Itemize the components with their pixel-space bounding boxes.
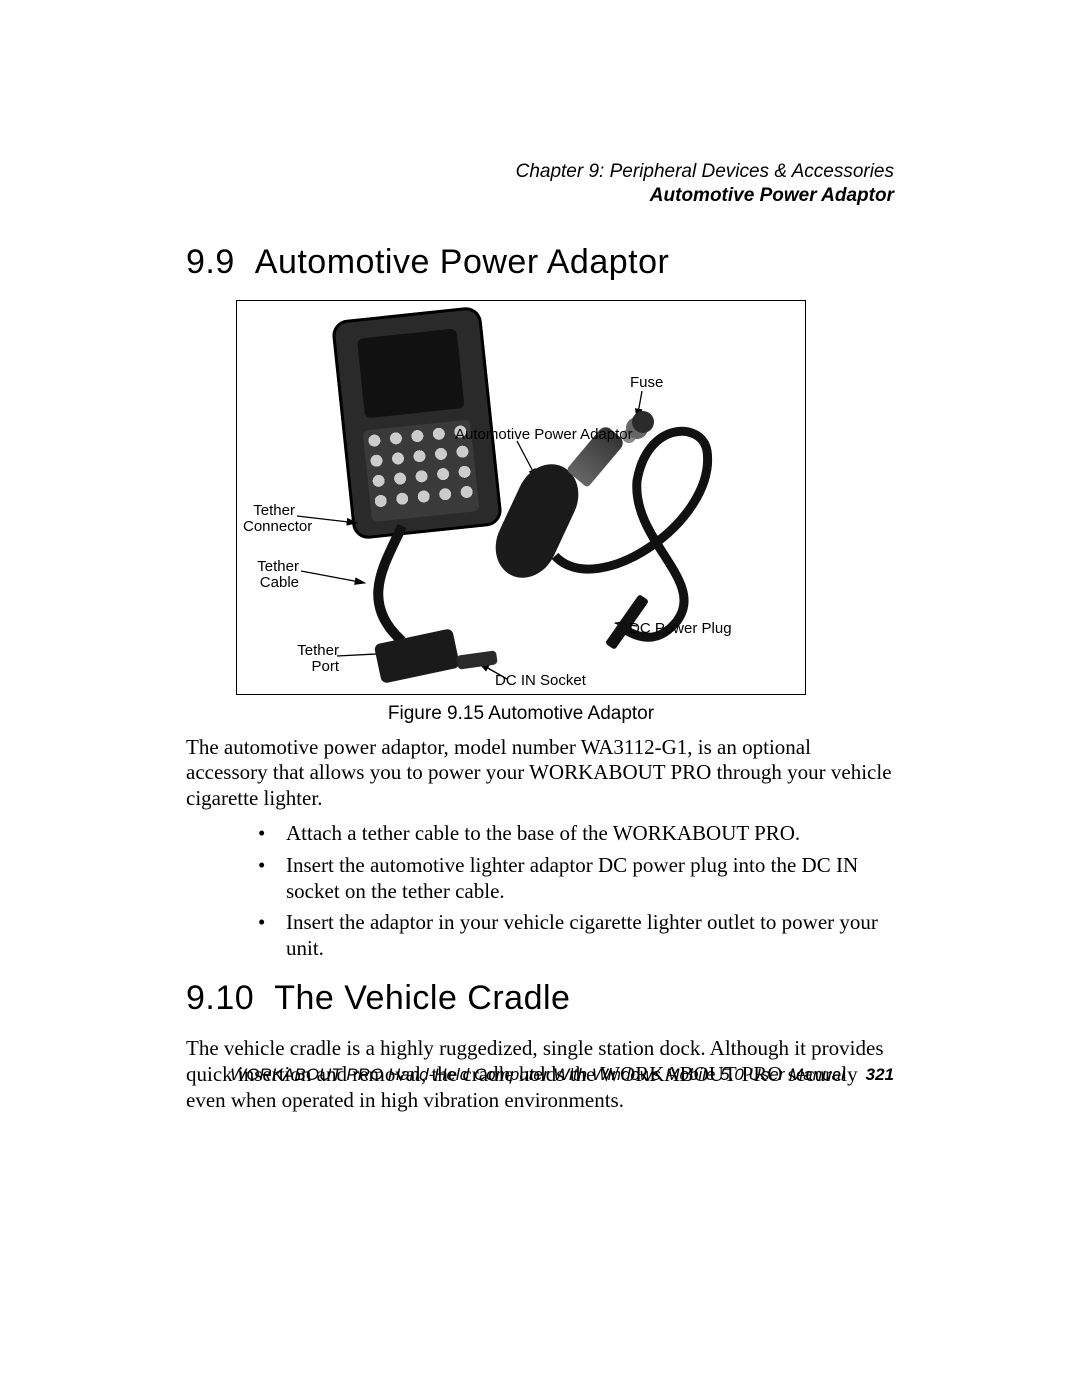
header-chapter-line: Chapter 9: Peripheral Devices & Accessor…: [186, 160, 894, 184]
footer-manual-title: WORKABOUT PRO Hand-Held Computer With Wi…: [230, 1065, 845, 1084]
fuse-icon: [632, 411, 654, 433]
section-9-9-title: Automotive Power Adaptor: [255, 243, 670, 281]
tether-cable-icon: [378, 526, 402, 641]
list-item: Insert the adaptor in your vehicle cigar…: [258, 910, 894, 961]
label-tether-connector: TetherConnector: [243, 503, 295, 536]
arrow-tether-cable: [301, 571, 365, 583]
manual-page: Chapter 9: Peripheral Devices & Accessor…: [0, 0, 1080, 1397]
page-header: Chapter 9: Peripheral Devices & Accessor…: [186, 160, 894, 208]
steps-list: Attach a tether cable to the base of the…: [186, 821, 894, 961]
header-section-line: Automotive Power Adaptor: [186, 184, 894, 208]
label-dc-power-plug: DC Power Plug: [629, 621, 732, 638]
list-item: Insert the automotive lighter adaptor DC…: [258, 853, 894, 904]
label-tether-cable: TetherCable: [253, 559, 299, 592]
section-9-10-number: 9.10: [186, 979, 254, 1017]
section-9-9-number: 9.9: [186, 243, 235, 281]
page-footer: WORKABOUT PRO Hand-Held Computer With Wi…: [0, 1065, 1080, 1085]
figure-9-15-caption: Figure 9.15 Automotive Adaptor: [236, 703, 806, 725]
section-9-9-heading: 9.9 Automotive Power Adaptor: [186, 243, 894, 282]
label-auto-power-adaptor: Automotive Power Adaptor: [455, 427, 633, 444]
label-dc-in-socket: DC IN Socket: [495, 673, 586, 690]
section-9-10-heading: 9.10 The Vehicle Cradle: [186, 979, 894, 1018]
label-tether-port: TetherPort: [293, 643, 339, 676]
figure-9-15-box: TetherConnector TetherCable TetherPort D…: [236, 300, 806, 695]
intro-paragraph: The automotive power adaptor, model numb…: [186, 735, 894, 812]
label-fuse: Fuse: [630, 375, 663, 392]
list-item: Attach a tether cable to the base of the…: [258, 821, 894, 847]
footer-page-number: 321: [866, 1065, 894, 1084]
section-9-10-title: The Vehicle Cradle: [274, 979, 570, 1017]
